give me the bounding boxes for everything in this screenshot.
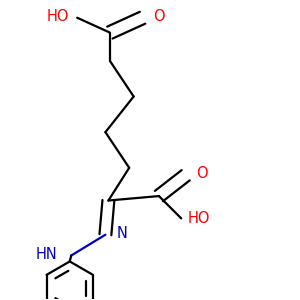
Text: O: O bbox=[153, 9, 165, 24]
Text: HO: HO bbox=[46, 9, 69, 24]
Text: HO: HO bbox=[188, 211, 210, 226]
Text: O: O bbox=[196, 166, 208, 181]
Text: N: N bbox=[117, 226, 128, 241]
Text: HN: HN bbox=[35, 247, 57, 262]
